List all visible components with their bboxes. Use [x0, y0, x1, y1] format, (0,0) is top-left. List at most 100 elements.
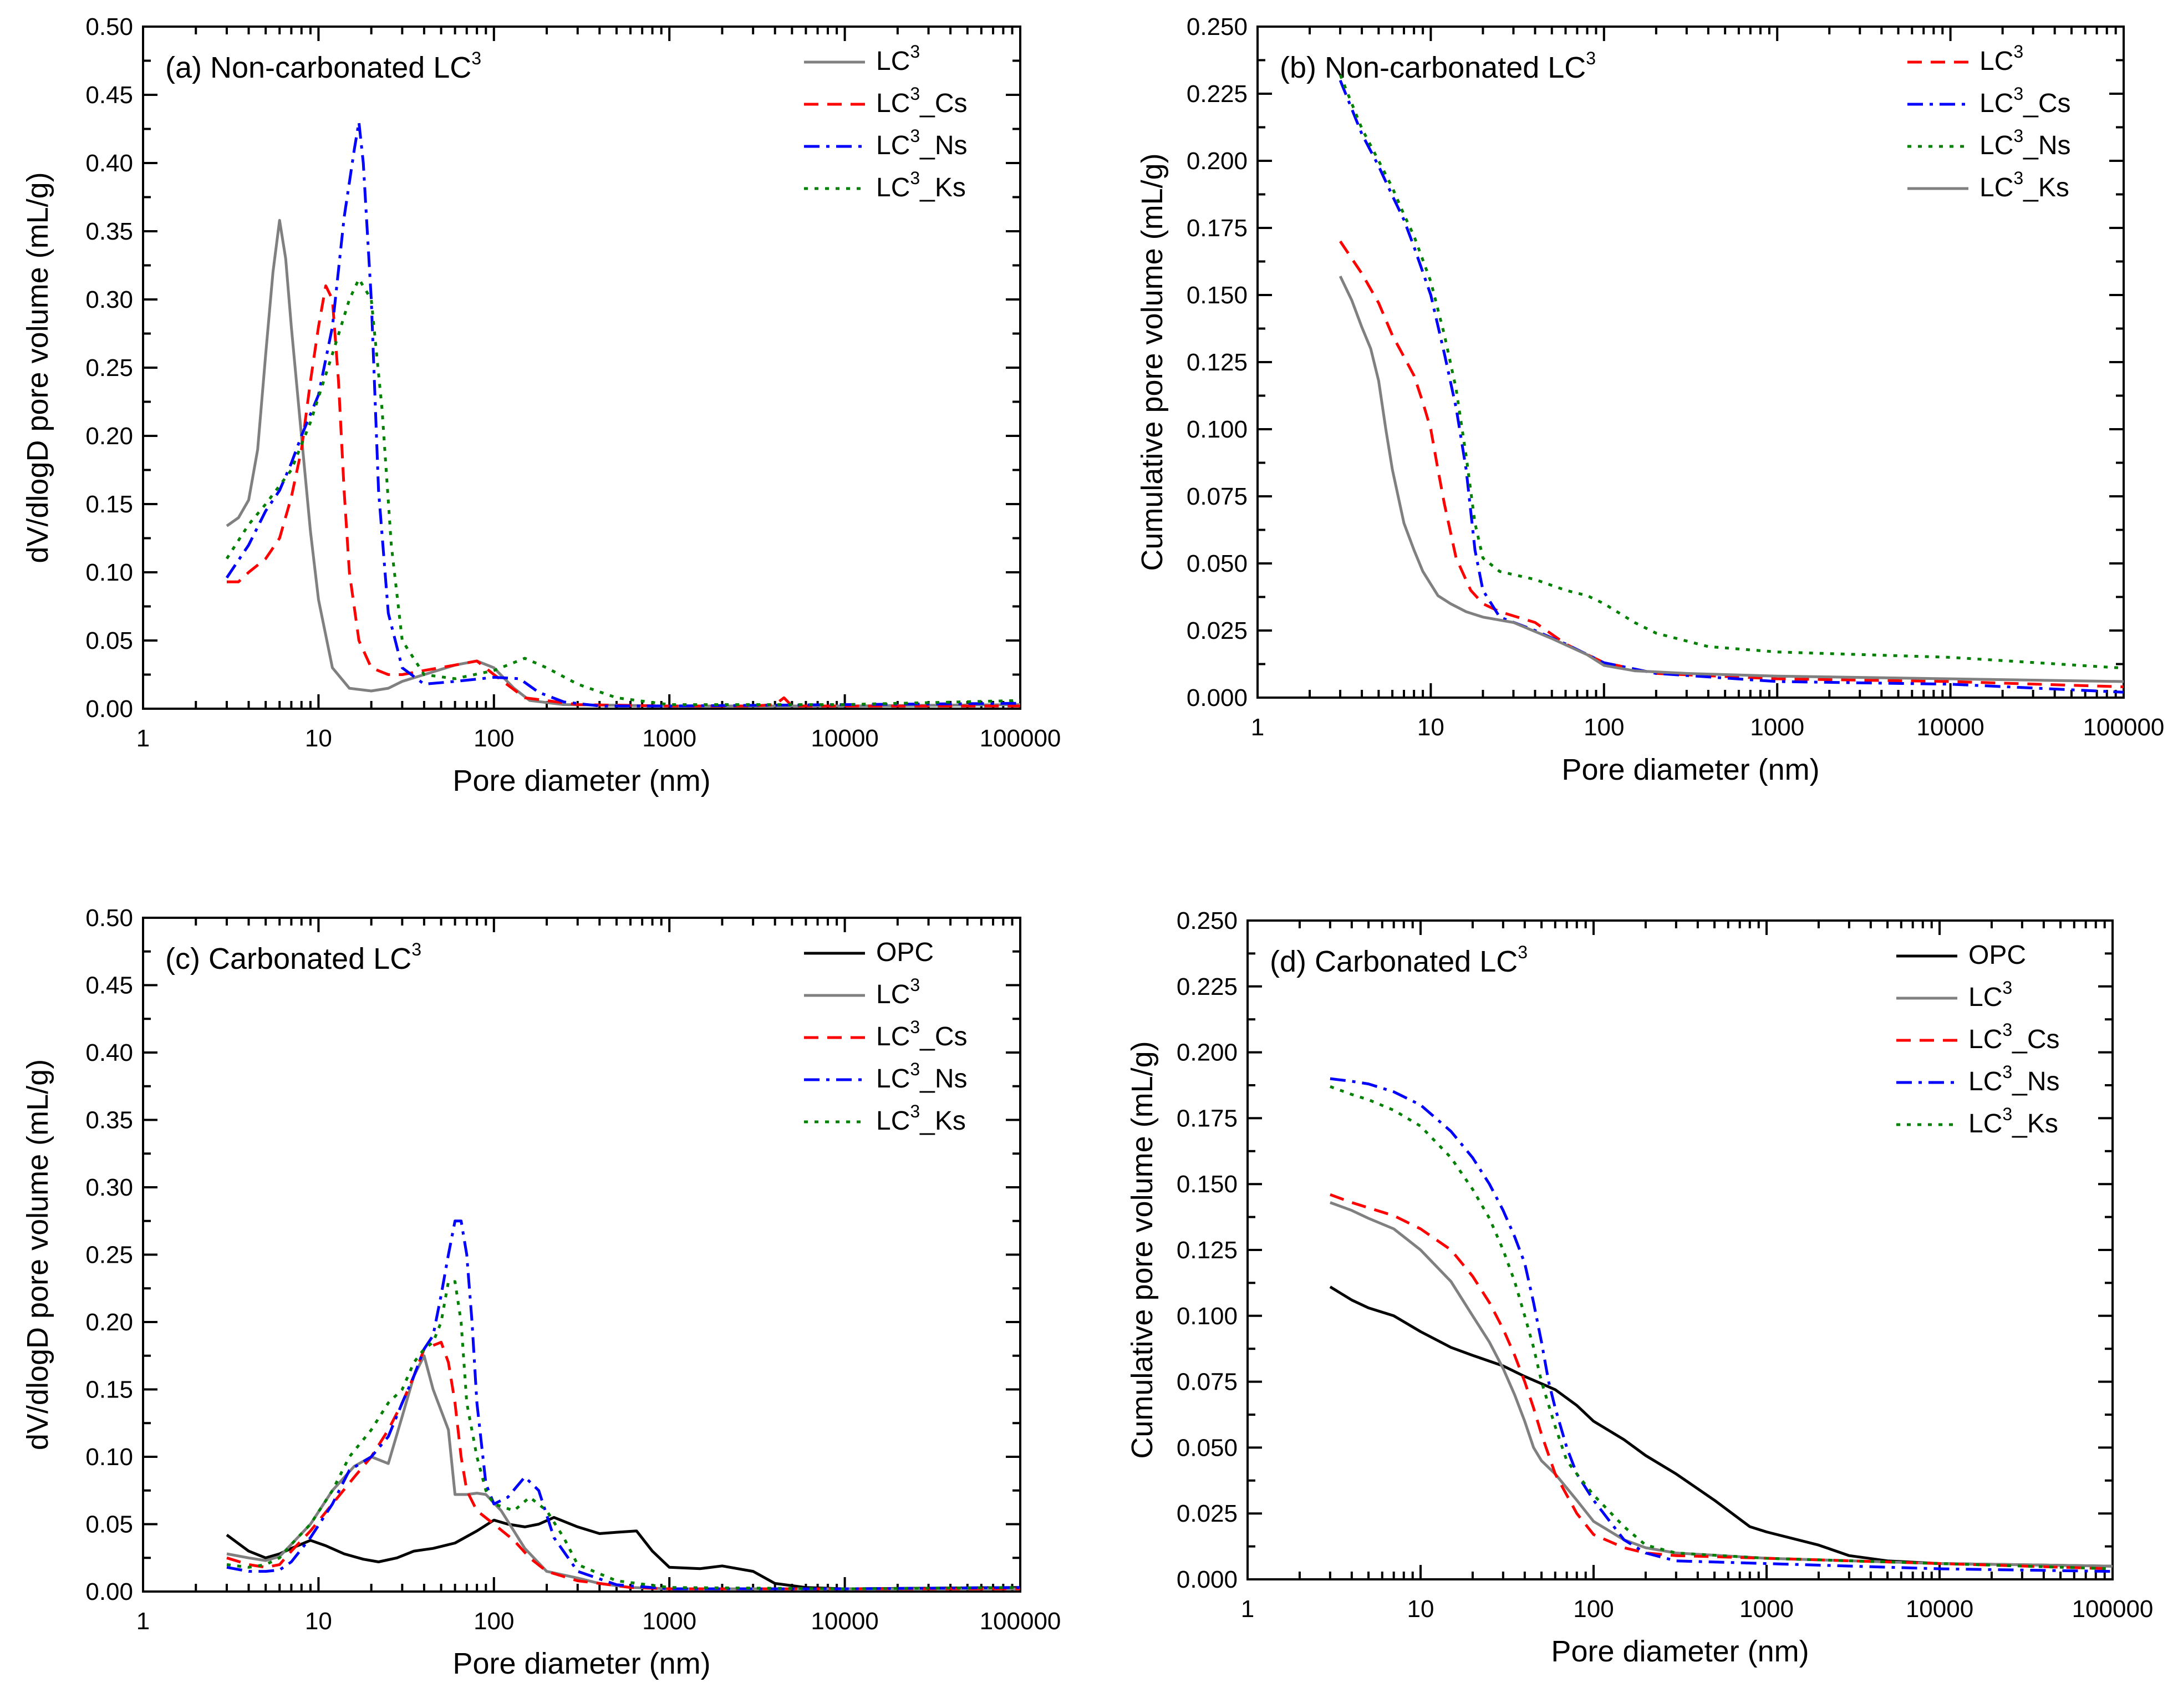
- y-tick-label: 0.25: [85, 354, 133, 382]
- y-tick-label: 0.000: [1187, 684, 1248, 711]
- y-axis-title: dV/dlogD pore volume (mL/g): [21, 1059, 54, 1450]
- y-tick-label: 0.30: [85, 286, 133, 313]
- y-tick-label: 0.50: [85, 904, 133, 932]
- legend-sup: 3: [910, 168, 920, 188]
- legend-suffix: _Cs: [919, 1022, 967, 1051]
- x-tick-label: 1: [1241, 1595, 1254, 1623]
- legend-label-3: LC3_Ks: [876, 168, 966, 202]
- y-tick-label: 0.100: [1187, 416, 1248, 443]
- legend-sup: 3: [910, 975, 920, 995]
- legend-name: LC: [876, 89, 910, 118]
- y-tick-label: 0.10: [85, 559, 133, 586]
- x-tick-label: 100: [474, 1608, 514, 1635]
- legend-sup: 3: [2013, 84, 2023, 104]
- y-tick-label: 0.35: [85, 1107, 133, 1134]
- x-axis-title: Pore diameter (nm): [452, 764, 710, 797]
- y-tick-label: 0.50: [85, 13, 133, 40]
- x-tick-label: 10000: [1906, 1595, 1973, 1623]
- y-axis-title: Cumulative pore volume (mL/g): [1136, 153, 1169, 571]
- legend-label-1: LC3: [876, 975, 920, 1009]
- x-tick-label: 100000: [2083, 714, 2165, 741]
- y-tick-label: 0.200: [1177, 1039, 1238, 1066]
- y-tick-label: 0.00: [85, 695, 133, 723]
- legend-sup: 3: [2002, 1062, 2012, 1082]
- series-lines: [225, 120, 1020, 708]
- x-tick-label: 10000: [811, 1608, 878, 1635]
- legend-name: LC: [1968, 1109, 2002, 1138]
- y-tick-label: 0.200: [1187, 148, 1248, 175]
- legend-name: LC: [1979, 131, 2013, 160]
- panel-d: 1 10 100 1000 10000 100000 0.000 0.025 0.050 0.07…: [1126, 907, 2153, 1668]
- panel-title-sup: 3: [1518, 942, 1528, 962]
- plot-frame: [1256, 26, 2125, 699]
- legend-label-0: OPC: [1968, 941, 2026, 970]
- legend-sup: 3: [2002, 978, 2012, 998]
- legend-label-4: LC3_Ks: [1968, 1104, 2058, 1138]
- legend-sup: 3: [2013, 126, 2023, 146]
- legend-name: LC: [876, 131, 910, 160]
- x-tick-label: 10: [305, 1608, 332, 1635]
- x-tick-label: 10: [1417, 714, 1444, 741]
- y-tick-label: 0.40: [85, 150, 133, 177]
- panel-title-text: (c) Carbonated LC: [165, 942, 411, 975]
- legend-suffix: _Ks: [919, 173, 966, 202]
- y-tick-label: 0.250: [1187, 13, 1248, 40]
- y-tick-label: 0.00: [85, 1578, 133, 1605]
- x-tick-label: 100: [1584, 714, 1624, 741]
- legend-name: LC: [1979, 47, 2013, 76]
- series-line-3: [1330, 1077, 2113, 1573]
- legend-name: LC: [876, 1064, 910, 1094]
- x-tick-label: 1: [136, 725, 150, 752]
- y-tick-label: 0.125: [1187, 349, 1248, 376]
- legend-suffix: _Cs: [2023, 89, 2070, 118]
- series-line-4: [1330, 1085, 2113, 1570]
- x-tick-label: 10000: [811, 725, 878, 752]
- series-line-0: [226, 1516, 1020, 1590]
- panel-c: 1 10 100 1000 10000 100000 0.00 0.05 0.10 0.15 0.2…: [21, 904, 1061, 1680]
- legend-sup: 3: [910, 1059, 920, 1079]
- panel-title: (d) Carbonated LC3: [1270, 942, 1528, 978]
- y-tick-label: 0.15: [85, 491, 133, 518]
- legend-suffix: _Cs: [919, 89, 967, 118]
- x-axis-title: Pore diameter (nm): [452, 1647, 710, 1680]
- legend-sup: 3: [910, 1017, 920, 1037]
- legend-label-1: LC3_Cs: [876, 84, 968, 118]
- legend-name: LC: [876, 173, 910, 202]
- y-tick-label: 0.075: [1187, 483, 1248, 510]
- x-tick-label: 10: [305, 725, 332, 752]
- legend-suffix: _Ks: [919, 1106, 966, 1136]
- x-tick-label: 1000: [1750, 714, 1804, 741]
- y-tick-label: 0.225: [1187, 80, 1248, 108]
- y-tick-label: 0.050: [1177, 1434, 1238, 1461]
- y-tick-label: 0.05: [85, 627, 133, 654]
- x-tick-label: 1000: [1739, 1595, 1794, 1623]
- legend-name: LC: [1979, 89, 2013, 118]
- y-tick-label: 0.15: [85, 1376, 133, 1404]
- plot-frame: [1246, 919, 2114, 1580]
- panel-title-sup: 3: [1586, 48, 1596, 68]
- y-tick-label: 0.150: [1187, 282, 1248, 309]
- legend-name: LC: [876, 1022, 910, 1051]
- y-tick-label: 0.050: [1187, 550, 1248, 577]
- panel-b: 1 10 100 1000 10000 100000 0.000 0.025 0.050 0.07…: [1136, 13, 2164, 786]
- series-line-1: [1330, 1201, 2113, 1568]
- legend-suffix: _Ks: [2012, 1109, 2058, 1138]
- series-line-2: [226, 1340, 1020, 1590]
- legend-label-1: LC3_Cs: [1979, 84, 2071, 118]
- y-tick-label: 0.40: [85, 1039, 133, 1066]
- legend-sup: 3: [2013, 42, 2023, 62]
- y-tick-label: 0.100: [1177, 1303, 1238, 1330]
- legend-suffix: _Ns: [2012, 1067, 2059, 1096]
- panel-a: 1 10 100 1000 10000 100000 0.00 0.05 0.10 0.15 0.2…: [21, 13, 1061, 797]
- x-tick-label: 10: [1407, 1595, 1434, 1623]
- series-line-3: [1339, 276, 2124, 683]
- x-axis-title: Pore diameter (nm): [1551, 1635, 1809, 1668]
- legend-label-0: LC3: [876, 42, 920, 76]
- y-tick-label: 0.10: [85, 1443, 133, 1471]
- y-tick-label: 0.000: [1177, 1566, 1238, 1593]
- y-tick-label: 0.45: [85, 972, 133, 999]
- y-tick-label: 0.175: [1177, 1105, 1238, 1132]
